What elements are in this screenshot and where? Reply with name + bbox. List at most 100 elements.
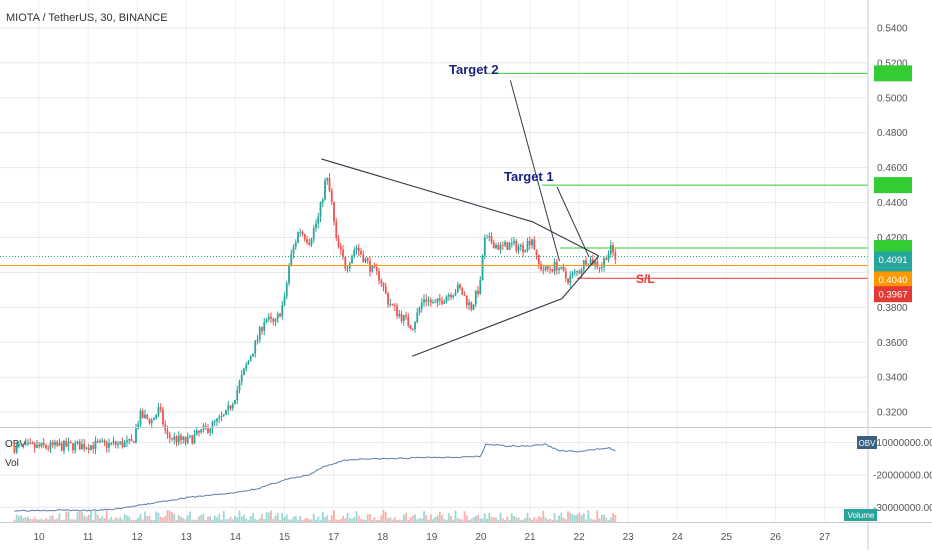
volume-bar <box>261 514 263 522</box>
volume-bar <box>391 519 394 522</box>
candle-body <box>504 242 506 246</box>
volume-bar <box>191 519 194 522</box>
volume-bar <box>562 517 565 522</box>
candle-body <box>555 262 558 271</box>
candle-body <box>546 266 549 269</box>
x-tick-label: 13 <box>181 532 193 543</box>
volume-bar <box>155 511 158 522</box>
volume-bar <box>387 518 389 522</box>
volume-bar <box>238 510 241 522</box>
candle-body <box>159 407 162 410</box>
volume-bar <box>414 514 416 522</box>
volume-bar <box>483 513 486 522</box>
candle-body <box>189 435 191 437</box>
volume-bar <box>87 514 90 522</box>
candle-body <box>335 221 338 238</box>
volume-bar <box>103 518 106 522</box>
volume-bar <box>139 514 142 522</box>
candle-body <box>603 258 605 268</box>
volume-bar <box>132 519 135 522</box>
candle-body <box>447 294 450 297</box>
candle-body <box>177 435 180 443</box>
candle-body <box>249 356 252 361</box>
volume-bar <box>416 519 419 522</box>
volume-bar <box>364 519 367 522</box>
candle-body <box>465 295 468 305</box>
volume-bar <box>90 511 92 522</box>
volume-bar <box>589 518 592 522</box>
volume-bar <box>112 519 115 522</box>
volume-bar <box>135 519 137 522</box>
volume-bar <box>92 519 95 522</box>
volume-bar <box>454 510 457 522</box>
volume-bar <box>398 519 401 522</box>
volume-bar <box>180 516 182 522</box>
candle-body <box>479 279 482 294</box>
y-tick-label: 0.3400 <box>877 373 908 384</box>
volume-bar <box>225 519 227 522</box>
volume-bar <box>216 517 218 522</box>
volume-bar <box>18 515 20 522</box>
candle-body <box>22 443 25 446</box>
volume-bar <box>303 518 306 522</box>
candle-body <box>283 296 286 306</box>
volume-bar <box>243 514 245 522</box>
candle-body <box>31 442 34 444</box>
annotation-stop-loss: S/L <box>636 272 655 286</box>
candle-body <box>598 267 601 269</box>
volume-bar <box>81 511 83 522</box>
candle-body <box>87 447 90 450</box>
volume-bar <box>461 519 464 522</box>
volume-bar <box>389 516 392 522</box>
candle-body <box>299 231 302 233</box>
candle-body <box>148 418 151 424</box>
candle-body <box>535 249 538 255</box>
candle-body <box>441 300 443 304</box>
price-label-2-bg <box>874 286 912 303</box>
volume-bar <box>355 511 358 522</box>
volume-bar <box>400 519 403 522</box>
candle-body <box>463 294 466 296</box>
volume-bar <box>366 514 369 522</box>
volume-bar <box>168 510 171 522</box>
candle-body <box>254 340 257 354</box>
candle-body <box>400 313 403 322</box>
candle-body <box>483 237 486 256</box>
volume-bar <box>38 519 41 522</box>
volume-bar <box>504 519 506 522</box>
volume-bar <box>402 514 405 522</box>
candle-body <box>123 442 126 448</box>
candle-body <box>103 440 106 443</box>
triangle-lower-line <box>411 255 600 357</box>
candle-body <box>47 447 50 449</box>
candle-body <box>405 315 407 317</box>
candle-body <box>54 441 56 446</box>
candle-body <box>308 242 311 245</box>
candle-body <box>69 441 72 444</box>
volume-bar <box>218 513 221 522</box>
candle-body <box>501 245 504 247</box>
candle-body <box>573 271 576 273</box>
candle-body <box>384 286 387 294</box>
candle-body <box>267 316 270 320</box>
volume-bar <box>420 518 423 522</box>
candle-body <box>567 278 569 283</box>
candle-body <box>506 242 509 250</box>
candle-body <box>121 441 124 448</box>
volume-bar <box>294 515 297 522</box>
candle-body <box>261 327 263 331</box>
candle-body <box>139 410 142 425</box>
y-tick-label: 0.4800 <box>877 128 908 139</box>
target1-axis-marker <box>874 177 912 194</box>
candle-body <box>128 438 131 441</box>
volume-bar <box>544 517 547 522</box>
volume-bar <box>276 513 279 522</box>
candle-body <box>90 445 92 450</box>
volume-bar <box>436 515 439 522</box>
candle-body <box>553 262 556 272</box>
candle-body <box>346 268 349 270</box>
candle-body <box>407 316 410 326</box>
